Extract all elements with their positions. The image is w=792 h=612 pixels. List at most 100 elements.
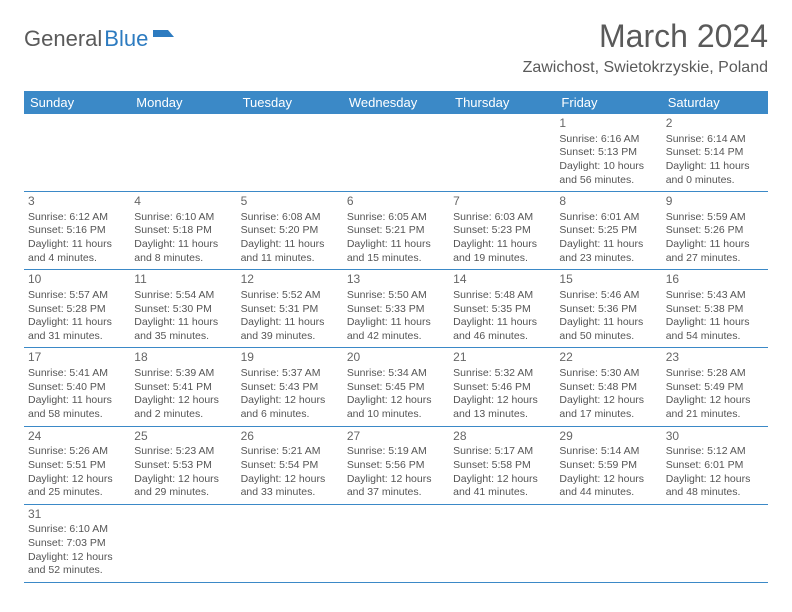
calendar-cell: 16Sunrise: 5:43 AMSunset: 5:38 PMDayligh… bbox=[662, 270, 768, 347]
day-number: 19 bbox=[241, 350, 339, 366]
sunset-text: Sunset: 5:31 PM bbox=[241, 303, 339, 317]
daylight-text: Daylight: 11 hours bbox=[134, 238, 232, 252]
daylight-text: Daylight: 12 hours bbox=[347, 394, 445, 408]
daylight-text-2: and 19 minutes. bbox=[453, 252, 551, 266]
daylight-text-2: and 29 minutes. bbox=[134, 486, 232, 500]
daylight-text-2: and 58 minutes. bbox=[28, 408, 126, 422]
daylight-text-2: and 10 minutes. bbox=[347, 408, 445, 422]
daylight-text-2: and 46 minutes. bbox=[453, 330, 551, 344]
daylight-text: Daylight: 11 hours bbox=[559, 316, 657, 330]
sunrise-text: Sunrise: 5:57 AM bbox=[28, 289, 126, 303]
day-number: 25 bbox=[134, 429, 232, 445]
daylight-text-2: and 52 minutes. bbox=[28, 564, 126, 578]
day-header-cell: Thursday bbox=[449, 91, 555, 114]
sunrise-text: Sunrise: 6:08 AM bbox=[241, 211, 339, 225]
daylight-text-2: and 41 minutes. bbox=[453, 486, 551, 500]
sunrise-text: Sunrise: 5:46 AM bbox=[559, 289, 657, 303]
sunset-text: Sunset: 5:26 PM bbox=[666, 224, 764, 238]
logo: GeneralBlue bbox=[24, 26, 176, 52]
calendar-cell: 6Sunrise: 6:05 AMSunset: 5:21 PMDaylight… bbox=[343, 192, 449, 269]
calendar-cell: 18Sunrise: 5:39 AMSunset: 5:41 PMDayligh… bbox=[130, 348, 236, 425]
calendar-cell: 8Sunrise: 6:01 AMSunset: 5:25 PMDaylight… bbox=[555, 192, 661, 269]
sunrise-text: Sunrise: 5:43 AM bbox=[666, 289, 764, 303]
day-number: 26 bbox=[241, 429, 339, 445]
calendar-cell bbox=[555, 505, 661, 582]
daylight-text-2: and 42 minutes. bbox=[347, 330, 445, 344]
day-number: 10 bbox=[28, 272, 126, 288]
calendar-cell: 20Sunrise: 5:34 AMSunset: 5:45 PMDayligh… bbox=[343, 348, 449, 425]
daylight-text: Daylight: 12 hours bbox=[453, 473, 551, 487]
calendar-cell bbox=[343, 114, 449, 191]
daylight-text: Daylight: 12 hours bbox=[241, 473, 339, 487]
daylight-text: Daylight: 11 hours bbox=[666, 316, 764, 330]
daylight-text-2: and 15 minutes. bbox=[347, 252, 445, 266]
calendar-cell: 4Sunrise: 6:10 AMSunset: 5:18 PMDaylight… bbox=[130, 192, 236, 269]
daylight-text: Daylight: 11 hours bbox=[559, 238, 657, 252]
sunrise-text: Sunrise: 6:03 AM bbox=[453, 211, 551, 225]
sunrise-text: Sunrise: 5:37 AM bbox=[241, 367, 339, 381]
sunset-text: Sunset: 5:40 PM bbox=[28, 381, 126, 395]
daylight-text-2: and 11 minutes. bbox=[241, 252, 339, 266]
calendar-cell: 5Sunrise: 6:08 AMSunset: 5:20 PMDaylight… bbox=[237, 192, 343, 269]
day-number: 30 bbox=[666, 429, 764, 445]
daylight-text-2: and 4 minutes. bbox=[28, 252, 126, 266]
sunrise-text: Sunrise: 6:16 AM bbox=[559, 133, 657, 147]
calendar-cell: 12Sunrise: 5:52 AMSunset: 5:31 PMDayligh… bbox=[237, 270, 343, 347]
calendar-cell: 26Sunrise: 5:21 AMSunset: 5:54 PMDayligh… bbox=[237, 427, 343, 504]
daylight-text-2: and 21 minutes. bbox=[666, 408, 764, 422]
daylight-text: Daylight: 11 hours bbox=[28, 316, 126, 330]
sunrise-text: Sunrise: 5:34 AM bbox=[347, 367, 445, 381]
calendar-cell: 29Sunrise: 5:14 AMSunset: 5:59 PMDayligh… bbox=[555, 427, 661, 504]
calendar-week: 31Sunrise: 6:10 AMSunset: 7:03 PMDayligh… bbox=[24, 505, 768, 583]
day-number: 13 bbox=[347, 272, 445, 288]
daylight-text: Daylight: 11 hours bbox=[453, 316, 551, 330]
day-number: 2 bbox=[666, 116, 764, 132]
sunrise-text: Sunrise: 6:10 AM bbox=[134, 211, 232, 225]
header: GeneralBlue March 2024 Zawichost, Swieto… bbox=[24, 18, 768, 77]
day-header-row: SundayMondayTuesdayWednesdayThursdayFrid… bbox=[24, 91, 768, 114]
sunset-text: Sunset: 5:33 PM bbox=[347, 303, 445, 317]
calendar-cell: 10Sunrise: 5:57 AMSunset: 5:28 PMDayligh… bbox=[24, 270, 130, 347]
day-number: 15 bbox=[559, 272, 657, 288]
calendar-body: 1Sunrise: 6:16 AMSunset: 5:13 PM Daylight… bbox=[24, 114, 768, 583]
day-number: 28 bbox=[453, 429, 551, 445]
calendar-cell bbox=[237, 505, 343, 582]
sunrise-text: Sunrise: 5:59 AM bbox=[666, 211, 764, 225]
daylight-text-2: and 37 minutes. bbox=[347, 486, 445, 500]
sunset-text: Sunset: 5:13 PM bbox=[559, 146, 657, 160]
calendar: SundayMondayTuesdayWednesdayThursdayFrid… bbox=[24, 91, 768, 583]
daylight-text-2: and 8 minutes. bbox=[134, 252, 232, 266]
calendar-cell bbox=[24, 114, 130, 191]
day-number: 31 bbox=[28, 507, 126, 523]
daylight-text: Daylight: 12 hours bbox=[559, 394, 657, 408]
daylight-text-2: and 35 minutes. bbox=[134, 330, 232, 344]
calendar-cell: 31Sunrise: 6:10 AMSunset: 7:03 PMDayligh… bbox=[24, 505, 130, 582]
calendar-cell bbox=[449, 114, 555, 191]
sunrise-text: Sunrise: 6:01 AM bbox=[559, 211, 657, 225]
sunrise-text: Sunrise: 6:12 AM bbox=[28, 211, 126, 225]
daylight-text: Daylight: 12 hours bbox=[241, 394, 339, 408]
calendar-cell: 17Sunrise: 5:41 AMSunset: 5:40 PMDayligh… bbox=[24, 348, 130, 425]
sunrise-text: Sunrise: 5:21 AM bbox=[241, 445, 339, 459]
calendar-cell: 22Sunrise: 5:30 AMSunset: 5:48 PMDayligh… bbox=[555, 348, 661, 425]
sunrise-text: Sunrise: 5:14 AM bbox=[559, 445, 657, 459]
calendar-week: 17Sunrise: 5:41 AMSunset: 5:40 PMDayligh… bbox=[24, 348, 768, 426]
day-number: 1 bbox=[559, 116, 657, 132]
calendar-cell: 28Sunrise: 5:17 AMSunset: 5:58 PMDayligh… bbox=[449, 427, 555, 504]
daylight-text-2: and 33 minutes. bbox=[241, 486, 339, 500]
day-number: 9 bbox=[666, 194, 764, 210]
daylight-text: Daylight: 12 hours bbox=[453, 394, 551, 408]
calendar-cell: 24Sunrise: 5:26 AMSunset: 5:51 PMDayligh… bbox=[24, 427, 130, 504]
daylight-text-2: and 25 minutes. bbox=[28, 486, 126, 500]
flag-icon bbox=[152, 26, 176, 52]
calendar-cell: 19Sunrise: 5:37 AMSunset: 5:43 PMDayligh… bbox=[237, 348, 343, 425]
day-number: 24 bbox=[28, 429, 126, 445]
sunset-text: Sunset: 5:48 PM bbox=[559, 381, 657, 395]
sunrise-text: Sunrise: 5:17 AM bbox=[453, 445, 551, 459]
sunrise-text: Sunrise: 5:19 AM bbox=[347, 445, 445, 459]
daylight-text-2: and 6 minutes. bbox=[241, 408, 339, 422]
day-number: 21 bbox=[453, 350, 551, 366]
day-number: 8 bbox=[559, 194, 657, 210]
sunrise-text: Sunrise: 5:23 AM bbox=[134, 445, 232, 459]
daylight-text: Daylight: 11 hours bbox=[241, 238, 339, 252]
